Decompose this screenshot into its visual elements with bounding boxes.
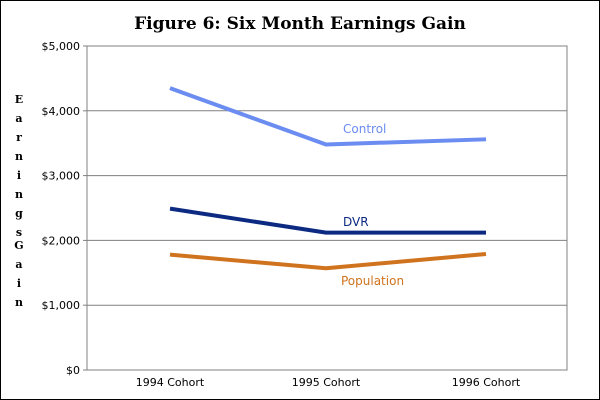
y-tick-label: $5,000 [42,40,81,53]
x-tick-label: 1996 Cohort [452,376,521,389]
x-tick-label: 1994 Cohort [136,376,205,389]
series-label-control: Control [343,122,386,136]
series-label-dvr: DVR [343,215,369,229]
series-line-dvr [169,206,486,235]
y-tick-label: $3,000 [42,170,81,183]
x-tick-label: 1995 Cohort [292,376,361,389]
plot-area [86,45,568,371]
y-tick-label: $2,000 [42,234,81,247]
series-lines [169,86,487,271]
y-tick-label: $0 [66,364,80,377]
y-tick-label: $1,000 [42,299,81,312]
series-label-population: Population [341,274,404,288]
y-tick-label: $4,000 [42,105,81,118]
chart-title: Figure 6: Six Month Earnings Gain [134,14,466,34]
x-axis-ticks: 1994 Cohort 1995 Cohort 1996 Cohort [136,376,521,389]
series-line-population [169,252,487,271]
series-labels: Control DVR Population [341,122,404,288]
gridlines [87,45,567,371]
series-line-control [169,86,487,147]
y-axis-ticks: $0 $1,000 $2,000 $3,000 $4,000 $5,000 [42,40,87,377]
